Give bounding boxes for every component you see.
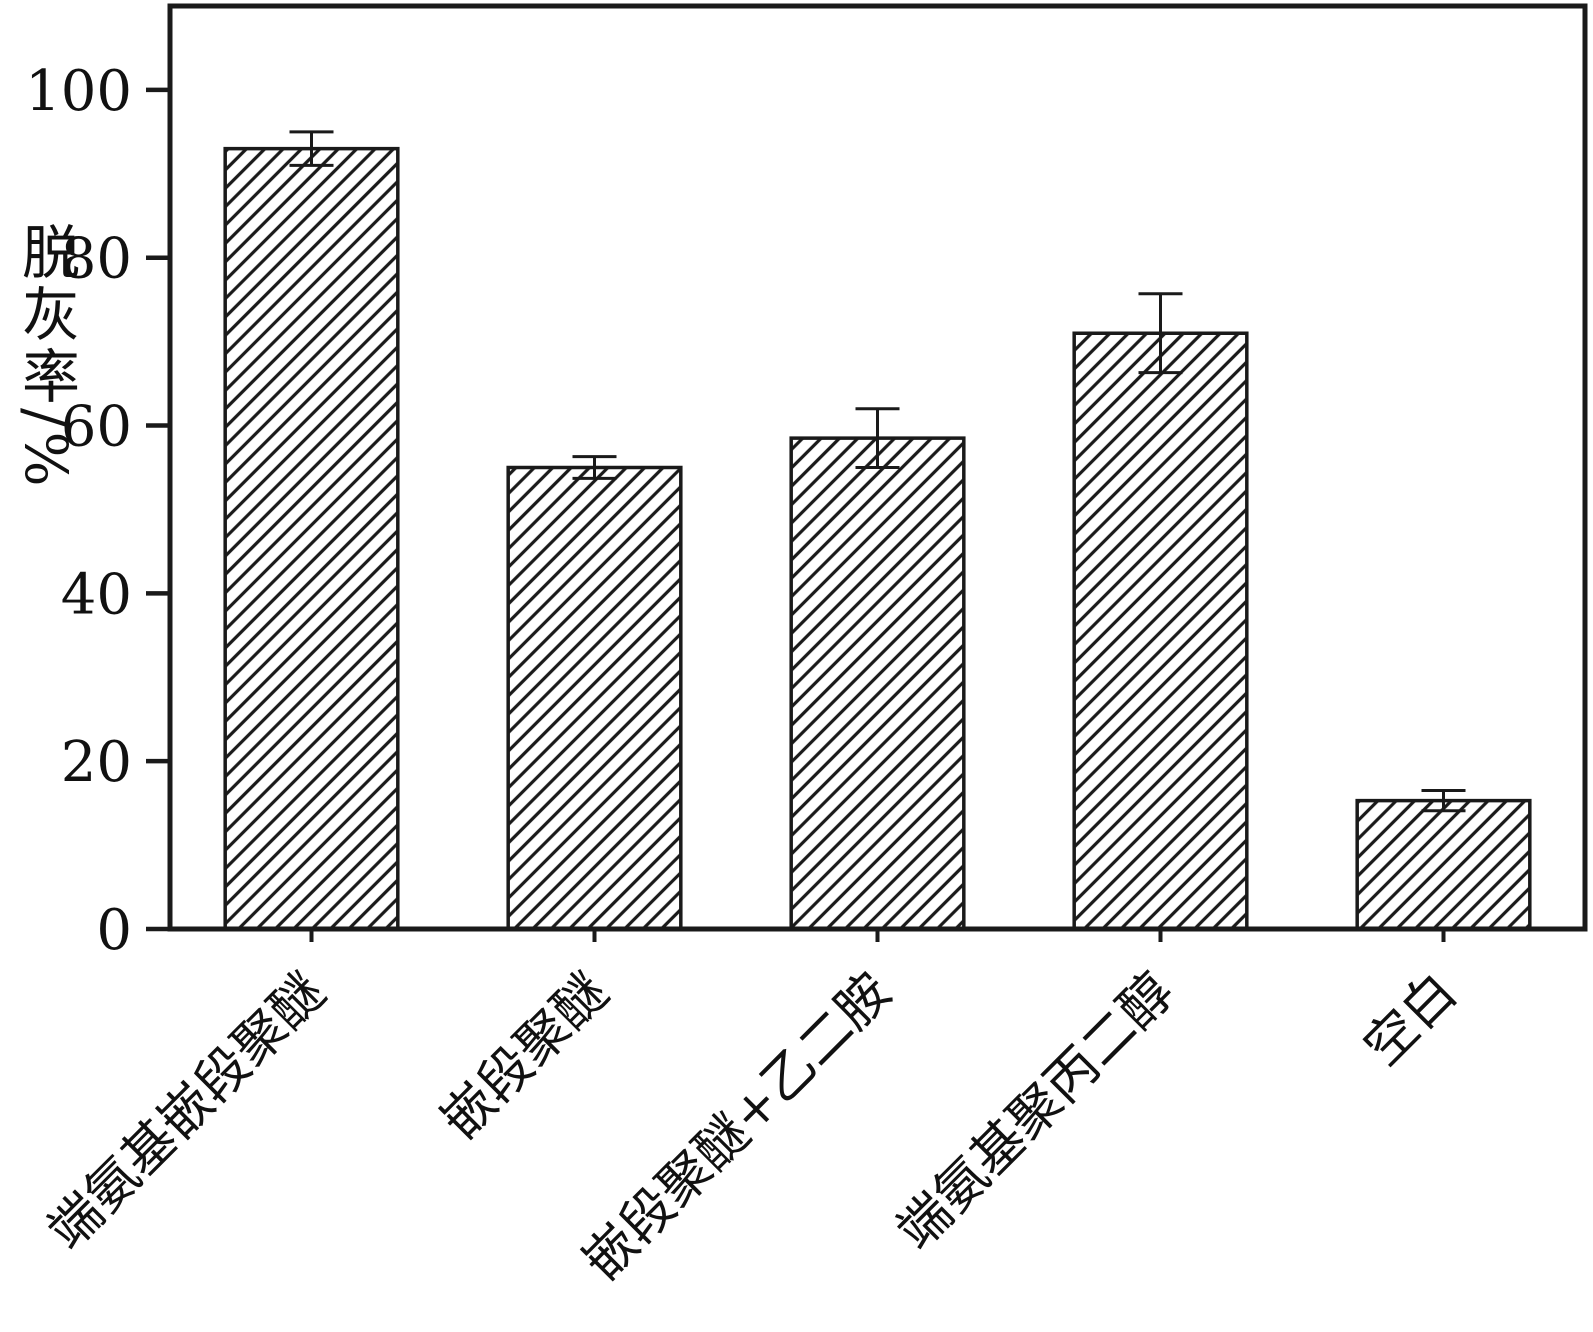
y-tick-label: 80	[61, 227, 132, 292]
bar	[223, 146, 400, 931]
y-tick-label: 0	[96, 898, 132, 963]
bar	[1355, 798, 1532, 931]
bar	[789, 436, 966, 931]
axis-layer	[167, 3, 1588, 932]
bars-layer	[223, 130, 1532, 931]
x-tick-label: 端氨基嵌段聚醚	[37, 962, 337, 1262]
y-axis-label: 脱灰率/%	[12, 222, 80, 491]
y-tick-label: 40	[61, 562, 132, 627]
x-tick-label: 嵌段聚醚	[430, 962, 620, 1152]
bar	[506, 465, 683, 931]
y-tick-label: 20	[61, 730, 132, 795]
y-tick-label: 60	[61, 395, 132, 460]
plot-frame	[167, 3, 1588, 932]
x-tick-label: 空白	[1353, 962, 1469, 1078]
x-tick-label: 嵌段聚醚+乙二胺	[572, 962, 903, 1293]
x-tick-label: 端氨基聚丙二醇	[886, 962, 1186, 1262]
bar	[1072, 331, 1249, 931]
y-tick-label: 100	[25, 59, 132, 124]
